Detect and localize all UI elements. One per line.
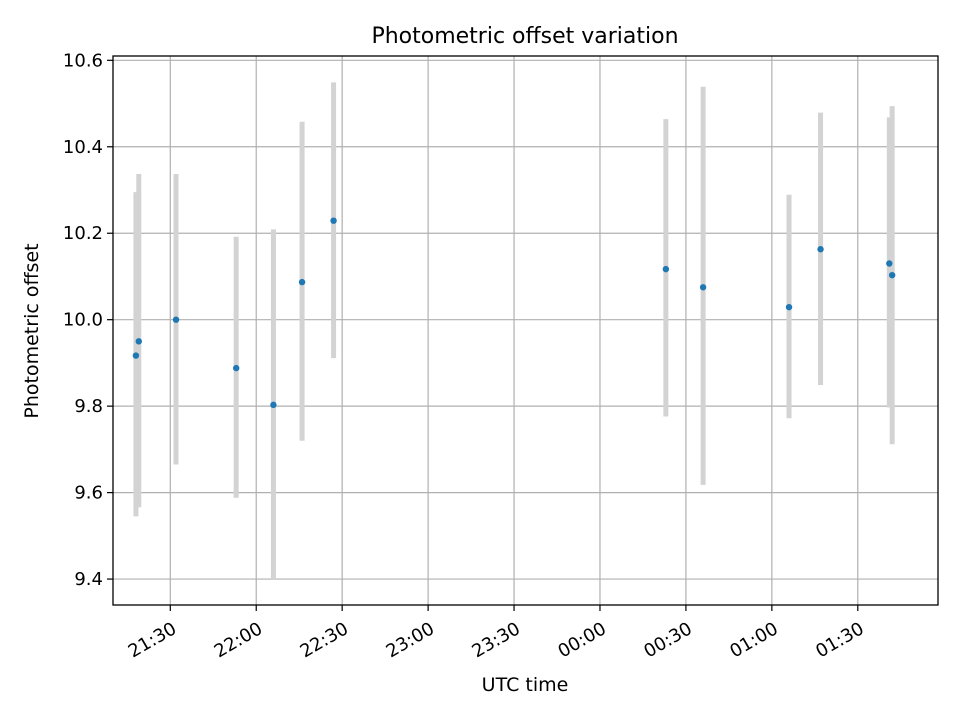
grid-lines: [113, 56, 938, 605]
data-point: [817, 246, 824, 253]
y-tick-label: 9.8: [74, 396, 103, 417]
data-point: [886, 260, 893, 267]
data-point: [135, 338, 142, 345]
chart-title: Photometric offset variation: [371, 24, 678, 49]
data-point: [888, 271, 896, 279]
data-points: [132, 217, 896, 409]
y-tick-label: 9.4: [74, 569, 103, 590]
data-point: [699, 284, 707, 291]
y-tick-label: 10.6: [63, 50, 103, 71]
data-point: [662, 265, 670, 273]
data-point: [785, 303, 793, 311]
data-point: [270, 401, 277, 409]
x-axis-label: UTC time: [482, 674, 569, 696]
data-point: [330, 217, 337, 224]
data-point: [298, 278, 306, 286]
y-tick-label: 10.4: [63, 137, 103, 158]
data-point: [232, 364, 240, 372]
y-axis-label: Photometric offset: [21, 243, 43, 418]
y-tick-label: 9.6: [74, 483, 103, 504]
data-point: [132, 352, 140, 359]
data-point: [172, 316, 180, 323]
y-axis-ticks: 9.4 9.6 9.8 10.0 10.2 10.4 10.6: [63, 50, 113, 590]
y-tick-label: 10.0: [63, 310, 103, 331]
y-tick-label: 10.2: [63, 223, 103, 244]
plot-frame: [112, 55, 939, 606]
